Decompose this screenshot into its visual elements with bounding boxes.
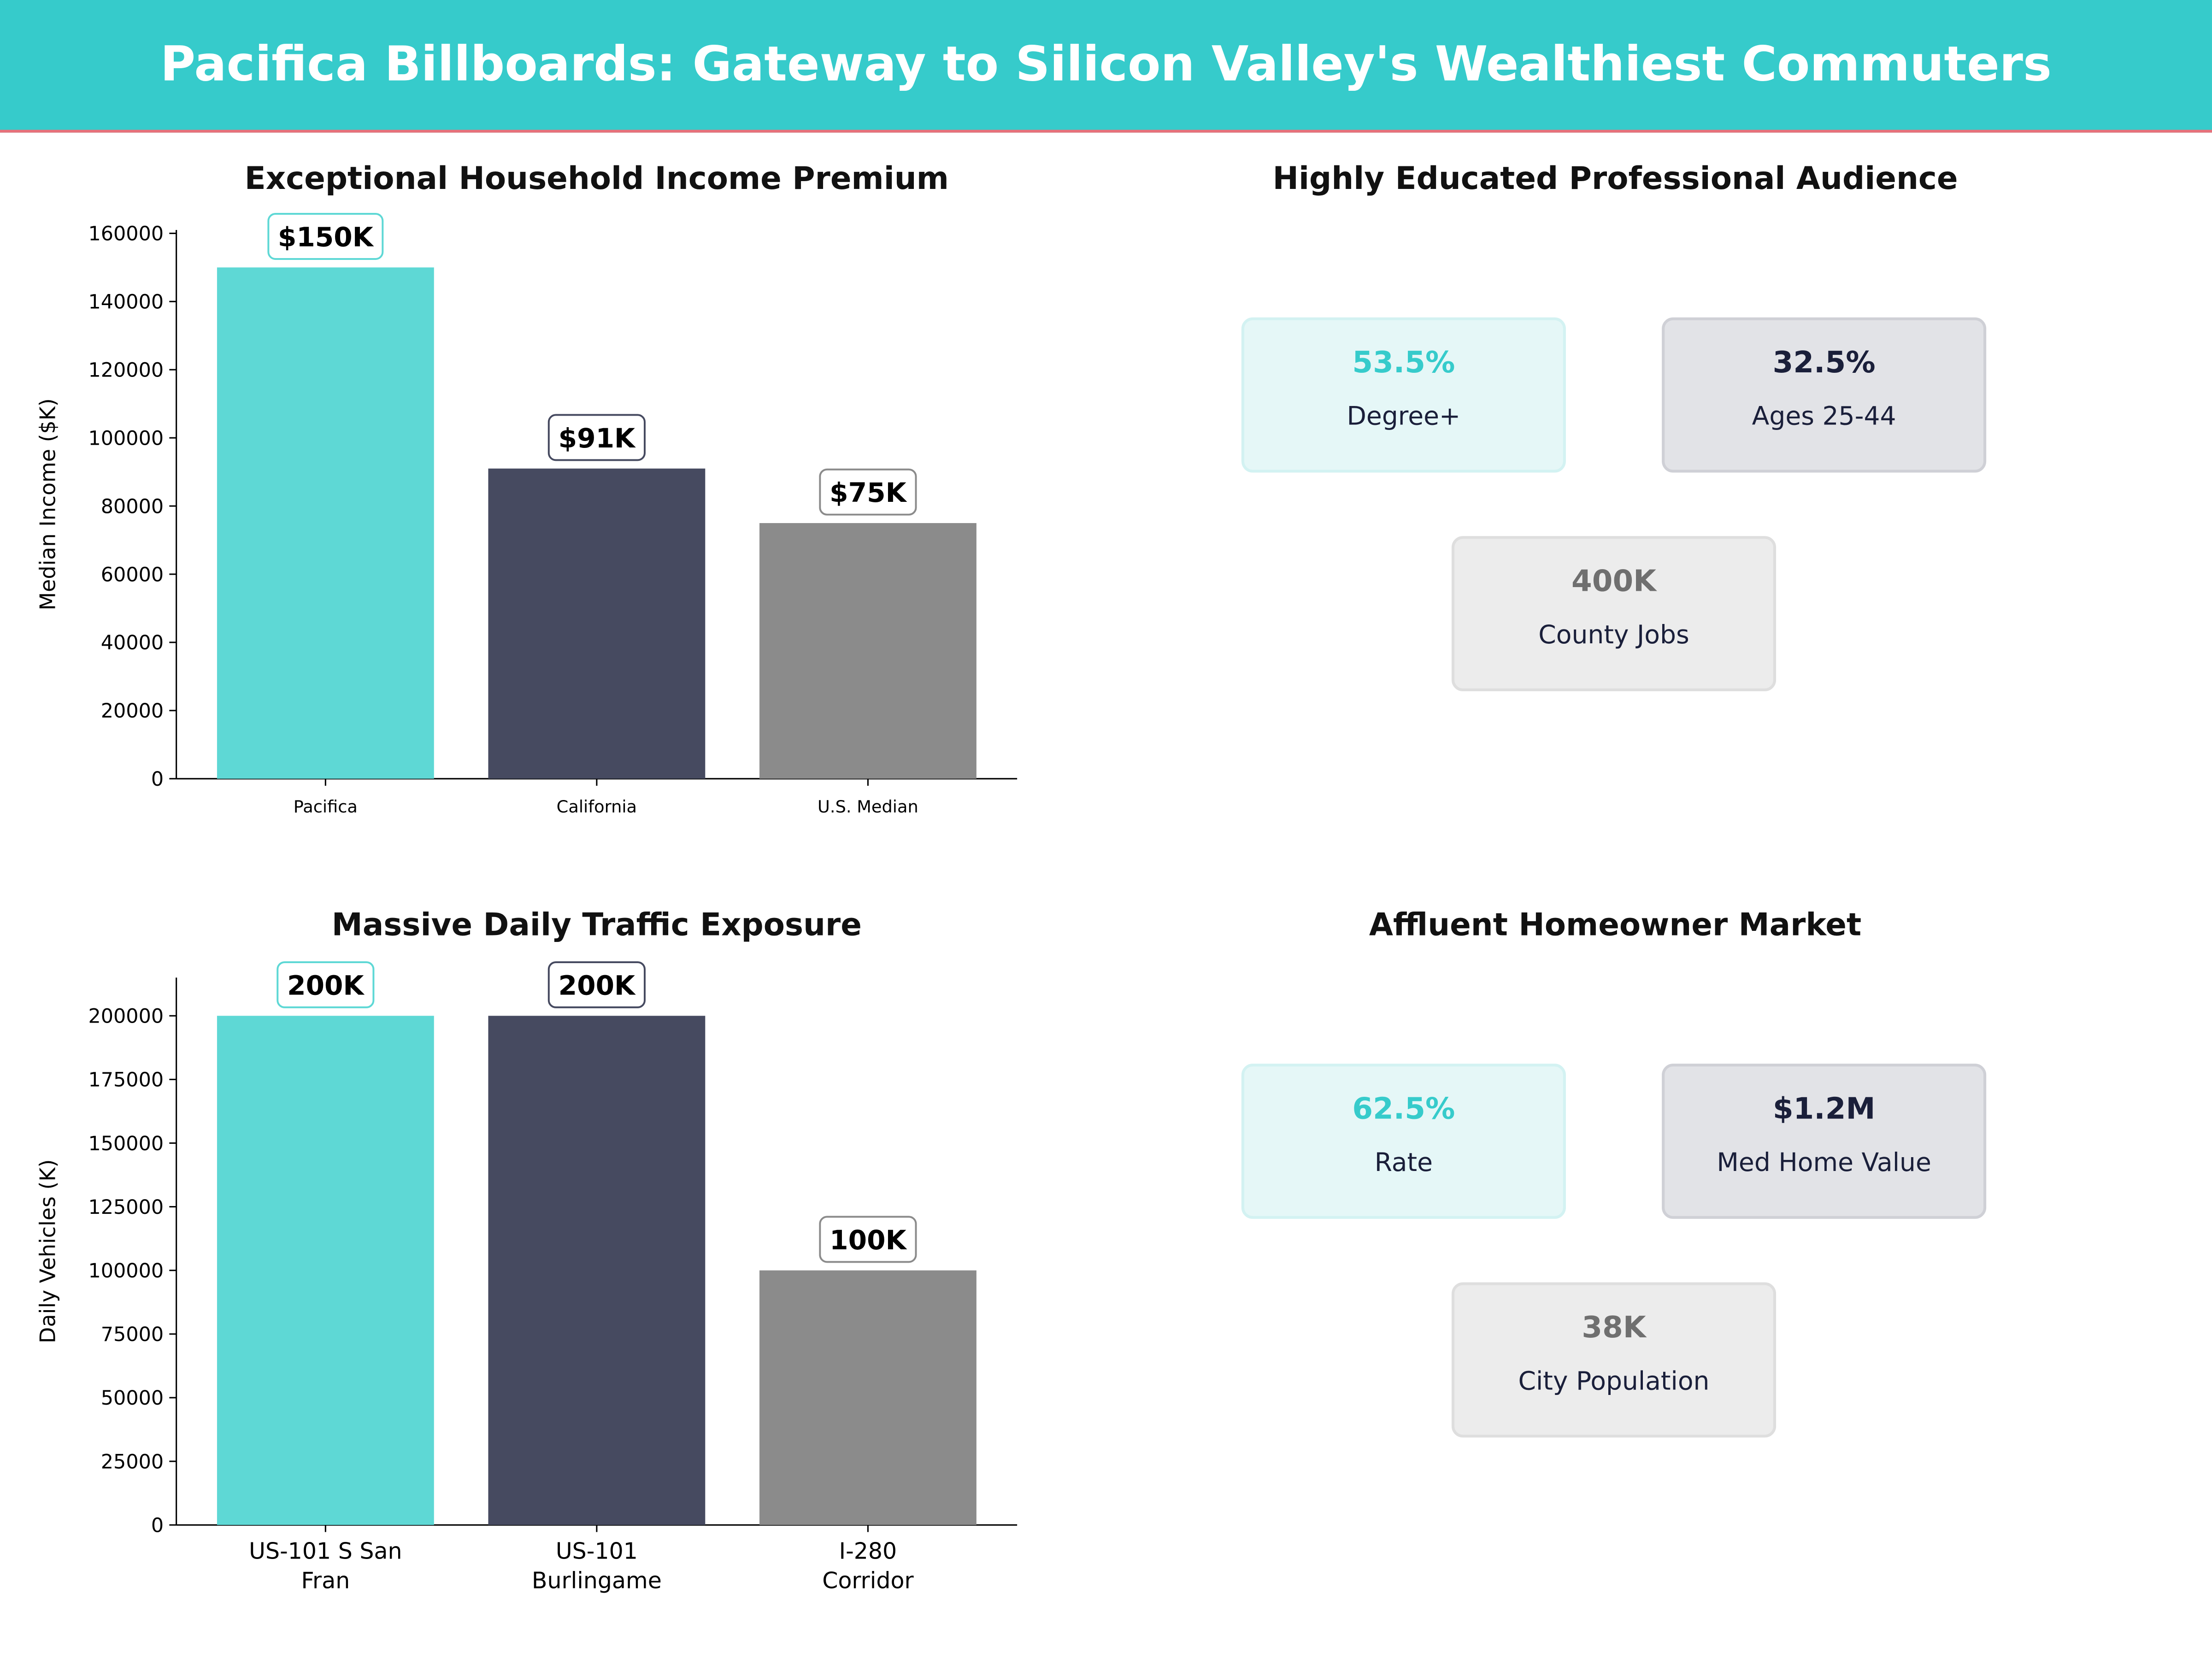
card-value: $1.2M <box>1772 1092 1876 1126</box>
card-value: 62.5% <box>1352 1092 1455 1126</box>
card-label: Degree+ <box>1347 402 1461 432</box>
bar <box>759 1270 977 1525</box>
education-panel-title: Highly Educated Professional Audience <box>1272 162 1958 198</box>
y-axis-label: Median Income ($K) <box>35 398 60 610</box>
y-tick-label: 50000 <box>101 1387 164 1410</box>
card-label: City Population <box>1518 1367 1710 1397</box>
city-population-card: 38K City Population <box>1451 1282 1777 1438</box>
ages-card: 32.5% Ages 25-44 <box>1662 317 1987 473</box>
card-value: 38K <box>1582 1310 1646 1345</box>
y-tick-label: 100000 <box>88 1259 164 1282</box>
page-title: Pacifica Billboards: Gateway to Silicon … <box>160 36 2052 94</box>
y-tick-label: 20000 <box>101 700 164 723</box>
y-tick-label: 80000 <box>101 495 164 518</box>
y-tick-label: 125000 <box>88 1196 164 1219</box>
x-tick-label: US-101 Burlingame <box>532 1538 662 1594</box>
bar <box>488 1016 706 1525</box>
x-tick-label: U.S. Median <box>818 797 918 817</box>
bar <box>217 1016 434 1525</box>
data-label-box <box>547 414 646 461</box>
ownership-rate-card: 62.5% Rate <box>1241 1064 1566 1219</box>
y-tick-label: 175000 <box>88 1069 164 1092</box>
card-value: 400K <box>1571 564 1656 598</box>
county-jobs-card: 400K County Jobs <box>1451 536 1777 691</box>
bar <box>759 523 977 779</box>
bar <box>488 468 706 779</box>
x-tick-label: Pacifica <box>294 797 358 817</box>
data-label: $75K <box>830 477 907 508</box>
card-label: County Jobs <box>1538 620 1689 651</box>
y-tick-label: 40000 <box>101 631 164 654</box>
y-tick-label: 75000 <box>101 1323 164 1346</box>
data-label-box <box>267 213 384 260</box>
data-label: $91K <box>559 423 636 454</box>
data-label: 200K <box>559 970 636 1001</box>
home-value-card: $1.2M Med Home Value <box>1662 1064 1987 1219</box>
y-tick-label: 160000 <box>88 223 164 246</box>
data-label-box <box>819 1216 917 1263</box>
data-label-box <box>819 468 917 516</box>
traffic-chart-title: Massive Daily Traffic Exposure <box>331 908 862 944</box>
y-tick-label: 60000 <box>101 563 164 586</box>
y-axis-label: Daily Vehicles (K) <box>35 1159 60 1343</box>
homeowner-panel-title: Affluent Homeowner Market <box>1369 908 1862 944</box>
y-tick-label: 150000 <box>88 1132 164 1155</box>
x-tick-label: US-101 S San Fran <box>249 1538 402 1594</box>
x-tick-label: I-280 Corridor <box>822 1538 914 1594</box>
y-tick-label: 140000 <box>88 291 164 314</box>
y-tick-label: 0 <box>151 1514 164 1537</box>
y-tick-label: 0 <box>151 768 164 791</box>
data-label-box <box>547 961 646 1008</box>
y-tick-label: 120000 <box>88 359 164 382</box>
card-label: Rate <box>1374 1148 1433 1178</box>
y-tick-label: 200000 <box>88 1005 164 1028</box>
card-label: Ages 25-44 <box>1752 402 1896 432</box>
data-label-box <box>276 961 375 1008</box>
card-value: 53.5% <box>1352 345 1455 380</box>
card-label: Med Home Value <box>1717 1148 1931 1178</box>
degree-card: 53.5% Degree+ <box>1241 317 1566 473</box>
bar <box>217 267 434 779</box>
x-tick-label: California <box>557 797 637 817</box>
y-tick-label: 100000 <box>88 427 164 450</box>
header-banner: Pacifica Billboards: Gateway to Silicon … <box>0 0 2212 133</box>
data-label: 200K <box>287 970 365 1001</box>
y-tick-label: 25000 <box>101 1450 164 1473</box>
data-label: $150K <box>278 221 374 253</box>
income-chart-title: Exceptional Household Income Premium <box>244 162 949 198</box>
data-label: 100K <box>830 1224 907 1256</box>
card-value: 32.5% <box>1772 345 1876 380</box>
